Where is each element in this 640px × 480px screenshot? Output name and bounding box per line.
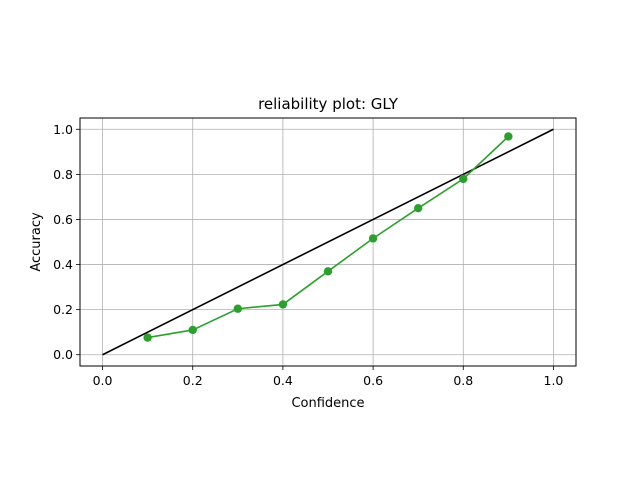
- data-point: [323, 267, 333, 276]
- data-point: [504, 132, 513, 141]
- y-tick-label: 0.4: [53, 257, 73, 272]
- x-tick-label: 1.0: [544, 373, 564, 388]
- x-tick-label: 0.6: [363, 373, 383, 388]
- data-point: [143, 333, 152, 342]
- chart-title: reliability plot: GLY: [258, 95, 399, 113]
- y-tick-label: 0.2: [53, 302, 73, 317]
- y-axis-ticks: 0.0 0.2 0.4 0.6 0.8 1.0: [53, 122, 80, 362]
- reference-diagonal-line: [102, 128, 554, 356]
- series-group: [143, 132, 513, 342]
- data-point: [368, 234, 378, 243]
- x-tick-label: 0.4: [273, 373, 293, 388]
- reference-line-group: [102, 128, 554, 356]
- y-axis-label: Accuracy: [29, 212, 44, 272]
- y-tick-label: 0.6: [53, 212, 73, 227]
- data-point: [233, 304, 243, 313]
- series-line: [147, 135, 509, 339]
- x-axis-ticks: 0.0 0.2 0.4 0.6 0.8 1.0: [93, 366, 564, 388]
- x-axis-label: Confidence: [291, 396, 364, 411]
- x-tick-label: 0.2: [183, 373, 203, 388]
- data-point: [188, 325, 197, 335]
- data-point: [459, 174, 468, 184]
- plot-frame: [79, 117, 577, 367]
- y-tick-label: 1.0: [53, 122, 73, 137]
- grid: [80, 118, 576, 366]
- y-tick-label: 0.0: [53, 347, 73, 362]
- data-point: [278, 300, 288, 309]
- y-tick-label: 0.8: [53, 167, 73, 182]
- data-point: [413, 203, 423, 213]
- x-tick-label: 0.8: [453, 373, 473, 388]
- x-tick-label: 0.0: [93, 373, 113, 388]
